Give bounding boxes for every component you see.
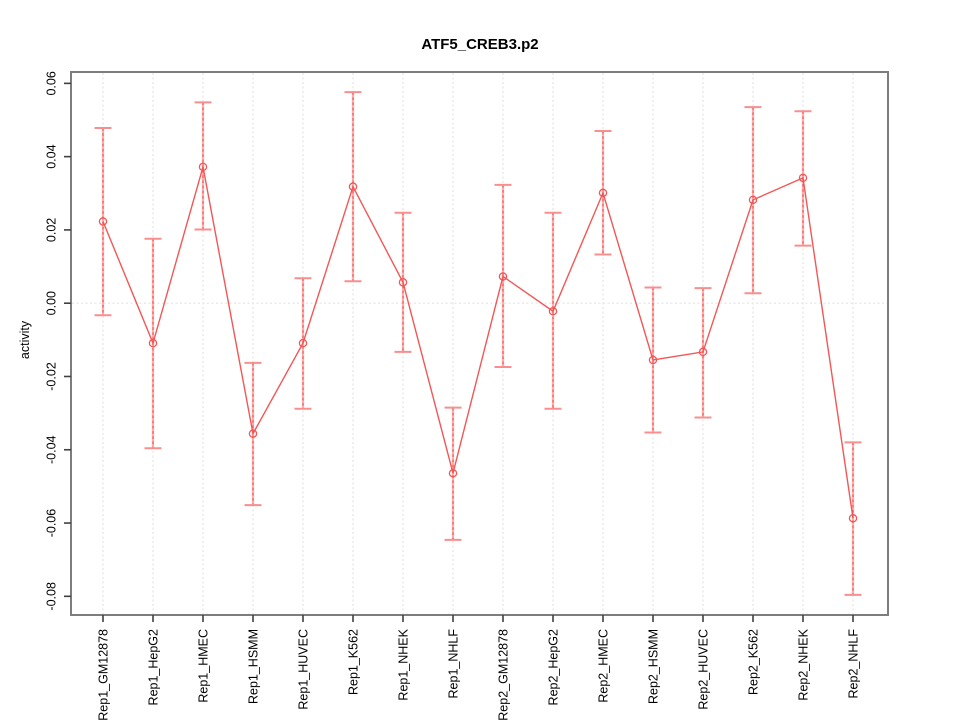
x-tick-label: Rep2_NHEK	[796, 628, 810, 700]
x-tick-label: Rep1_K562	[346, 629, 360, 695]
x-tick-label: Rep1_HSMM	[246, 629, 260, 704]
data-point-marker	[248, 429, 258, 438]
data-point-marker	[648, 355, 658, 365]
x-tick-label: Rep1_HMEC	[196, 629, 210, 703]
data-point-marker	[448, 468, 458, 478]
plot-frame	[70, 71, 889, 616]
data-point-marker	[748, 195, 758, 205]
data-point-marker	[348, 182, 358, 191]
y-tick-label: 0.06	[44, 71, 58, 95]
x-tick-label: Rep2_K562	[746, 629, 760, 695]
y-tick-label: 0.00	[44, 291, 58, 315]
data-point-marker	[148, 338, 158, 348]
data-point-marker	[598, 188, 608, 198]
x-tick-label: Rep2_HMEC	[596, 629, 610, 703]
y-tick-label: -0.04	[44, 435, 58, 464]
x-tick-label: Rep2_HUVEC	[696, 629, 710, 710]
data-point-marker	[298, 338, 308, 348]
y-axis-title: activity	[18, 320, 32, 360]
data-point-marker	[798, 173, 808, 183]
chart-title: ATF5_CREB3.p2	[421, 36, 539, 53]
y-tick-label: -0.08	[44, 582, 58, 611]
y-tick-label: 0.04	[44, 144, 58, 168]
y-tick-label: -0.06	[44, 509, 58, 538]
data-point-marker	[548, 307, 558, 316]
data-point-marker	[198, 162, 208, 172]
x-tick-label: Rep1_GM12878	[96, 629, 110, 720]
data-point-marker	[398, 278, 408, 287]
data-point-marker	[498, 272, 508, 281]
data-point-marker	[98, 217, 108, 226]
series-line	[102, 166, 854, 519]
data-point-marker	[698, 347, 708, 357]
x-tick-label: Rep1_HepG2	[146, 629, 160, 705]
x-tick-label: Rep1_NHLF	[446, 629, 460, 699]
x-tick-label: Rep2_HSMM	[646, 629, 660, 704]
x-tick-label: Rep2_HepG2	[546, 629, 560, 705]
x-tick-label: Rep2_NHLF	[846, 629, 860, 699]
data-point-marker	[848, 514, 858, 523]
y-tick-label: -0.02	[44, 362, 58, 391]
x-tick-label: Rep1_NHEK	[396, 628, 410, 700]
x-tick-label: Rep2_GM12878	[496, 629, 510, 720]
y-tick-label: 0.02	[44, 218, 58, 242]
x-tick-label: Rep1_HUVEC	[296, 629, 310, 710]
